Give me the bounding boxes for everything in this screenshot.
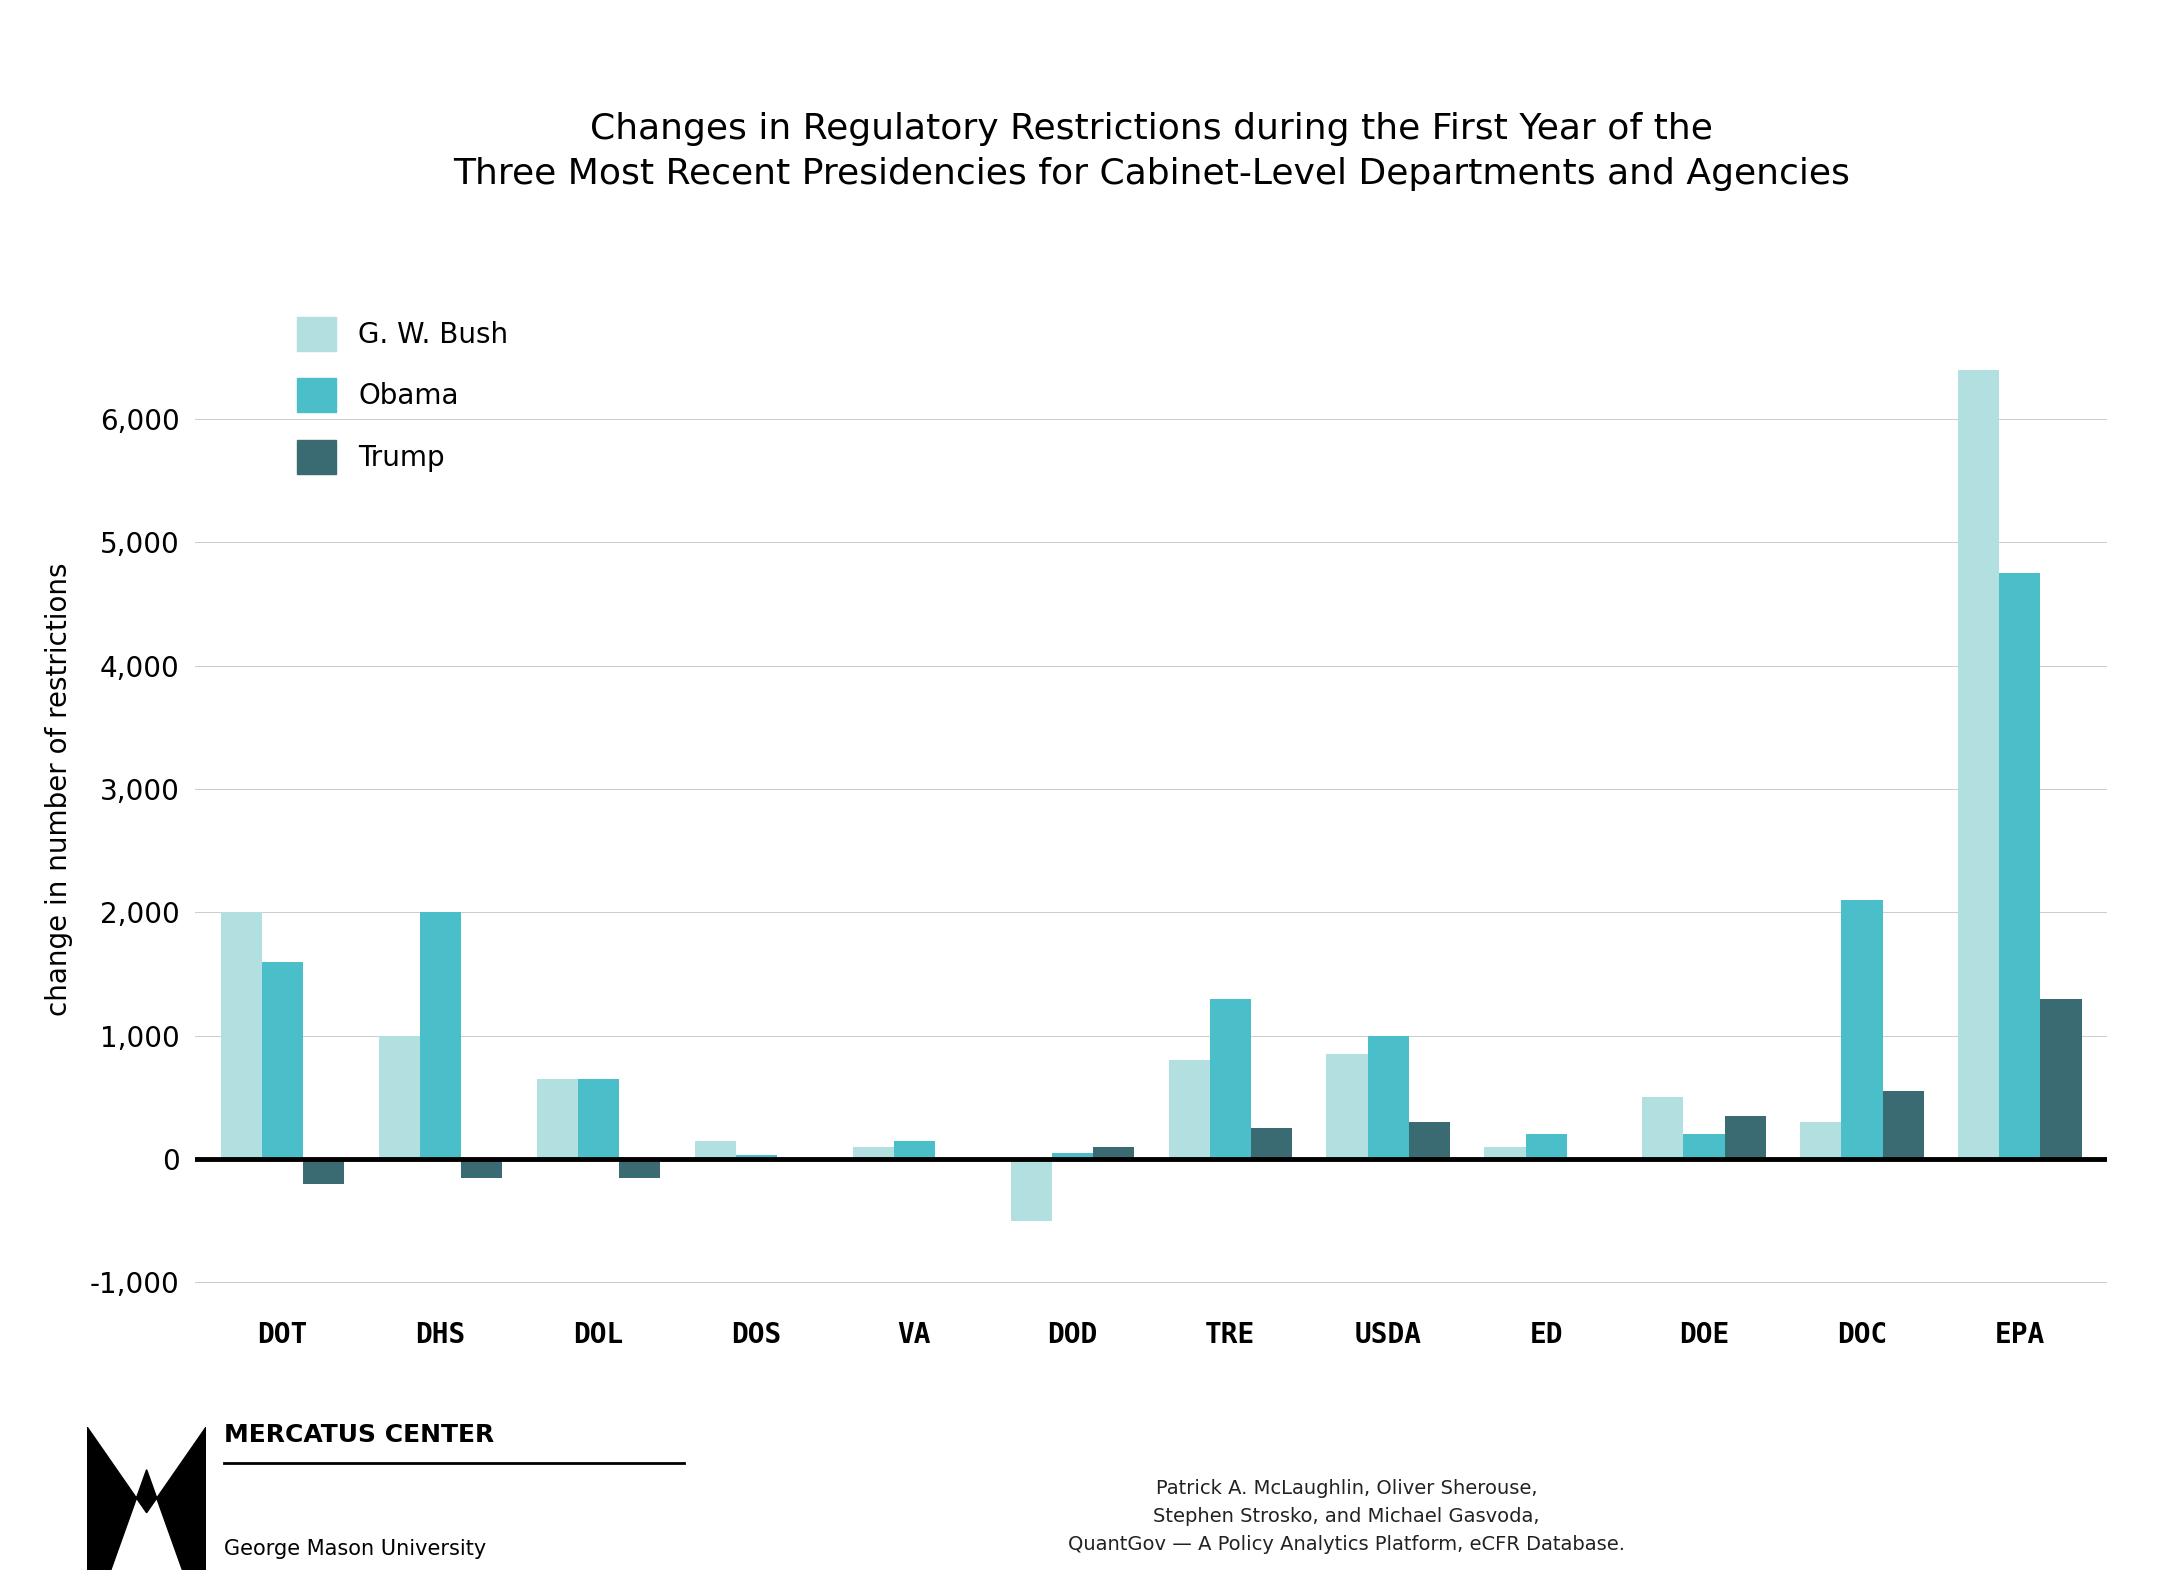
Bar (1010, 1159, 1051, 1221)
Bar (854, 1146, 893, 1159)
Bar (1801, 1122, 1842, 1159)
Bar (1959, 370, 2000, 1159)
Bar (619, 1159, 660, 1178)
Legend: G. W. Bush, Obama, Trump: G. W. Bush, Obama, Trump (287, 306, 519, 485)
Bar (1093, 1146, 1134, 1159)
Bar (378, 1036, 419, 1159)
Bar (1251, 1129, 1292, 1159)
Bar (1525, 1135, 1566, 1159)
Bar (1368, 1036, 1410, 1159)
Bar (2000, 574, 2040, 1159)
Bar (578, 1079, 619, 1159)
Bar (302, 1159, 343, 1184)
Bar (1410, 1122, 1449, 1159)
Bar (1642, 1097, 1683, 1159)
Bar (1842, 901, 1883, 1159)
Y-axis label: change in number of restrictions: change in number of restrictions (46, 563, 74, 1015)
Bar (1883, 1092, 1924, 1159)
Bar (736, 1156, 778, 1159)
Bar (1483, 1146, 1525, 1159)
Bar (536, 1079, 578, 1159)
Bar (695, 1141, 736, 1159)
Text: Patrick A. McLaughlin, Oliver Sherouse,
Stephen Strosko, and Michael Gasvoda,
Qu: Patrick A. McLaughlin, Oliver Sherouse, … (1069, 1479, 1625, 1554)
Bar (2040, 999, 2081, 1159)
Text: George Mason University: George Mason University (224, 1538, 487, 1559)
Bar (1210, 999, 1251, 1159)
Text: MERCATUS CENTER: MERCATUS CENTER (224, 1423, 493, 1447)
Bar (1683, 1135, 1725, 1159)
Polygon shape (87, 1427, 206, 1570)
Bar (893, 1141, 934, 1159)
Bar (460, 1159, 502, 1178)
Bar (1169, 1060, 1210, 1159)
Bar (222, 912, 263, 1159)
Text: Changes in Regulatory Restrictions during the First Year of the
Three Most Recen: Changes in Regulatory Restrictions durin… (452, 113, 1851, 191)
Bar (1725, 1116, 1766, 1159)
Bar (419, 912, 460, 1159)
Bar (1327, 1054, 1368, 1159)
Bar (1051, 1152, 1093, 1159)
Bar (263, 961, 302, 1159)
